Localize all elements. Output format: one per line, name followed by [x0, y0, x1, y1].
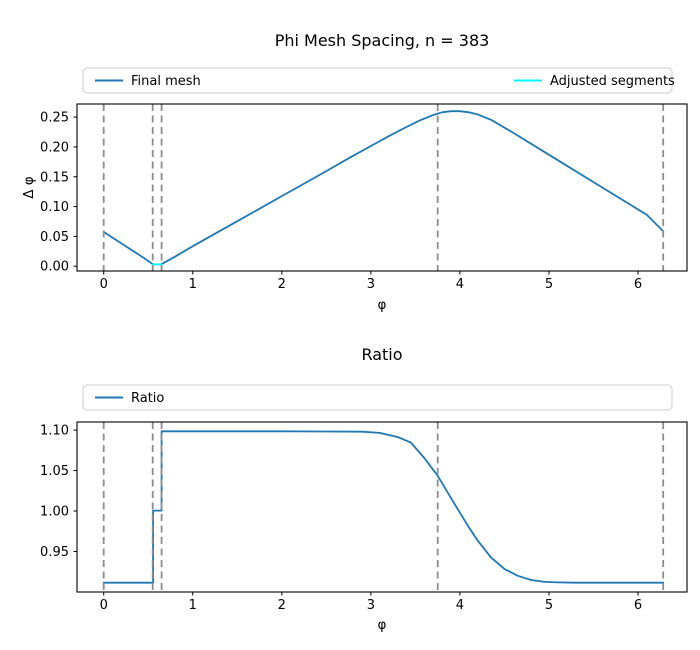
x-tick-label: 0 [100, 598, 108, 613]
plot: 0 1 2 3 4 5 6 0.95 1.00 1.05 1.10 [40, 421, 688, 613]
chart-title: Ratio [361, 345, 402, 364]
y-tick-label: 1.10 [40, 424, 69, 439]
top-chart: Phi Mesh Spacing, n = 383 Final mesh Adj… [21, 31, 688, 313]
y-axis-label: Δ φ [21, 176, 37, 199]
y-tick-label: 0.25 [40, 111, 69, 126]
legend-label-ratio: Ratio [131, 391, 164, 406]
series-ratio [102, 430, 665, 584]
x-tick-label: 4 [456, 598, 464, 613]
plot-border [76, 103, 688, 272]
x-tick-label: 6 [634, 598, 642, 613]
legend-label-adjusted-segments: Adjusted segments [550, 74, 675, 89]
x-tick-label: 2 [278, 598, 286, 613]
x-tick-label: 5 [545, 598, 553, 613]
y-tick-label: 0.15 [40, 170, 69, 185]
x-tick-label: 5 [545, 277, 553, 292]
x-tick-label: 0 [100, 277, 108, 292]
x-tick-label: 6 [634, 277, 642, 292]
legend-label-final-mesh: Final mesh [131, 74, 201, 89]
plot: 0 1 2 3 4 5 6 0.00 0.05 0.10 0.15 0.20 0.25 [40, 103, 688, 292]
x-tick-label: 2 [278, 277, 286, 292]
series-final-mesh [102, 110, 665, 266]
bottom-chart: Ratio Ratio 0 1 2 3 4 5 6 0.95 1.00 1.05 1.10 φ [40, 345, 688, 633]
x-tick-label: 1 [189, 598, 197, 613]
x-tick-label: 1 [189, 277, 197, 292]
x-tick-label: 3 [367, 277, 375, 292]
y-tick-label: 1.00 [40, 505, 69, 520]
x-tick-label: 4 [456, 277, 464, 292]
x-axis-label: φ [378, 617, 387, 633]
y-tick-label: 0.20 [40, 140, 69, 155]
y-tick-label: 0.10 [40, 200, 69, 215]
legend: Final mesh Adjusted segments [82, 67, 675, 94]
legend-frame [82, 67, 673, 94]
y-tick-label: 0.05 [40, 230, 69, 245]
chart-title: Phi Mesh Spacing, n = 383 [275, 31, 490, 50]
legend: Ratio [82, 384, 673, 411]
y-tick-label: 1.05 [40, 464, 69, 479]
plot-border [76, 421, 688, 593]
x-axis-label: φ [378, 297, 387, 313]
y-tick-label: 0.00 [40, 260, 69, 275]
legend-frame [82, 384, 673, 411]
x-tick-label: 3 [367, 598, 375, 613]
y-tick-label: 0.95 [40, 545, 69, 560]
